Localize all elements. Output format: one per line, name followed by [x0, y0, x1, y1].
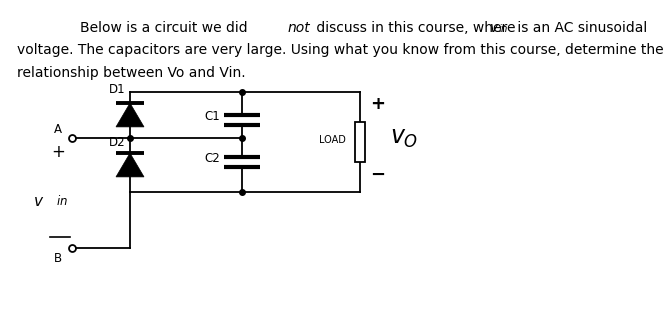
Text: is an AC sinusoidal: is an AC sinusoidal — [513, 21, 647, 35]
Text: C1: C1 — [204, 110, 220, 122]
Text: $\it{v}$: $\it{v}$ — [33, 193, 44, 209]
Text: voltage. The capacitors are very large. Using what you know from this course, de: voltage. The capacitors are very large. … — [17, 43, 663, 57]
Text: $\it{in}$: $\it{in}$ — [56, 194, 68, 208]
Text: D1: D1 — [109, 83, 125, 96]
Text: discuss in this course, where: discuss in this course, where — [312, 21, 519, 35]
Bar — [355, 122, 365, 162]
Text: in: in — [498, 24, 507, 34]
Text: Below is a circuit we did: Below is a circuit we did — [80, 21, 252, 35]
Text: C2: C2 — [204, 151, 220, 164]
Text: +: + — [51, 143, 65, 161]
Text: +: + — [370, 95, 386, 113]
Text: $\it{v}_O$: $\it{v}_O$ — [390, 126, 418, 150]
Text: LOAD: LOAD — [319, 135, 346, 145]
Polygon shape — [116, 153, 144, 177]
Text: D2: D2 — [109, 136, 125, 149]
Text: not: not — [287, 21, 310, 35]
Text: B: B — [54, 251, 62, 265]
Text: relationship between Vo and Vin.: relationship between Vo and Vin. — [17, 66, 245, 80]
Text: A: A — [54, 122, 62, 136]
Text: −: − — [370, 166, 386, 184]
Text: v: v — [490, 21, 498, 35]
Polygon shape — [116, 103, 144, 127]
